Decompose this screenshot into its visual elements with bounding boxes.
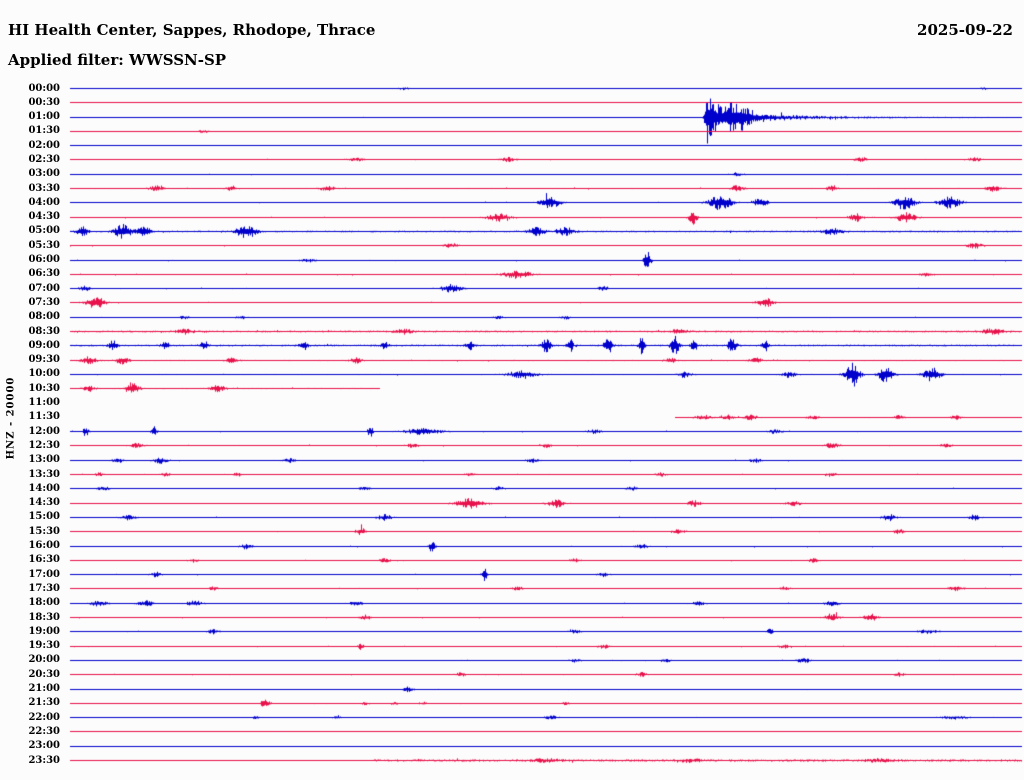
seismogram-canvas [0,0,1024,780]
helicorder-page: HI Health Center, Sappes, Rhodope, Thrac… [0,0,1024,780]
